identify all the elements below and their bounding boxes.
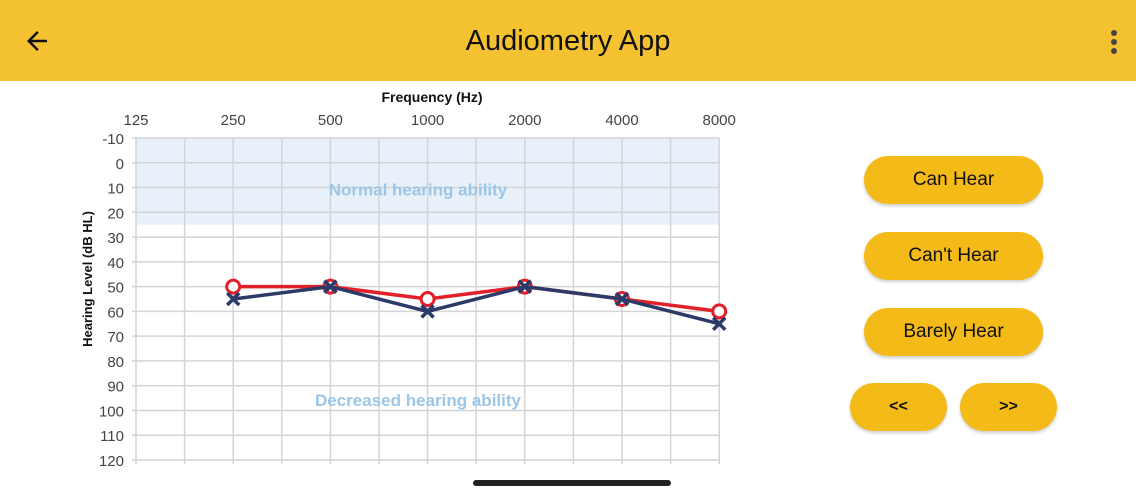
- app-bar: Audiometry App: [0, 0, 1136, 81]
- series-line-1: [233, 284, 720, 314]
- series-line-2: [232, 284, 720, 326]
- y-tick-label: 120: [99, 453, 124, 470]
- cant-hear-button[interactable]: Can't Hear: [864, 232, 1043, 280]
- y-tick-label: 20: [107, 205, 124, 222]
- y-tick-label: 90: [107, 379, 124, 396]
- region-label-decreased: Decreased hearing ability: [315, 391, 522, 410]
- region-label-normal: Normal hearing ability: [329, 181, 508, 200]
- x-marker: [420, 304, 435, 319]
- more-vert-icon[interactable]: [1106, 30, 1122, 56]
- y-tick-label: 110: [100, 428, 124, 445]
- y-tick-label: 100: [99, 403, 124, 420]
- next-button[interactable]: >>: [960, 383, 1057, 431]
- x-marker: [323, 279, 338, 294]
- x-tick-label: 4000: [605, 112, 638, 129]
- x-tick-label: 250: [221, 112, 246, 129]
- y-tick-label: 30: [107, 230, 124, 247]
- x-marker: [225, 291, 241, 307]
- x-tick-label: 500: [318, 112, 343, 129]
- previous-button[interactable]: <<: [850, 383, 947, 431]
- y-axis-label: Hearing Level (dB HL): [80, 211, 95, 347]
- barely-hear-button[interactable]: Barely Hear: [864, 308, 1043, 356]
- y-tick-label: 60: [107, 304, 124, 321]
- x-tick-label: 8000: [703, 112, 736, 129]
- home-indicator[interactable]: [473, 480, 671, 486]
- x-marker: [711, 316, 727, 332]
- audiogram-chart: -10 0 10 20 30 40 50 60 70 80 90 100 110 120 125 250 500…: [80, 89, 736, 470]
- y-tick-label: 10: [107, 181, 124, 198]
- circle-marker: [225, 278, 242, 295]
- y-tick-label: -10: [102, 131, 124, 148]
- can-hear-button[interactable]: Can Hear: [864, 156, 1043, 204]
- y-tick-label: 80: [107, 354, 124, 371]
- arrow-left-icon[interactable]: [22, 26, 52, 56]
- x-marker: [614, 291, 630, 307]
- chart-title: Frequency (Hz): [381, 89, 482, 105]
- x-marker: [517, 279, 533, 294]
- x-tick-label: 1000: [411, 112, 444, 129]
- y-tick-label: 70: [107, 329, 124, 346]
- page-title: Audiometry App: [465, 25, 671, 57]
- y-tick-label: 40: [107, 255, 124, 272]
- y-tick-label: 0: [116, 156, 124, 173]
- circle-marker: [711, 303, 728, 320]
- y-tick-label: 50: [107, 280, 124, 297]
- x-tick-label: 125: [123, 112, 148, 129]
- circle-marker: [419, 291, 436, 307]
- x-tick-label: 2000: [508, 112, 541, 129]
